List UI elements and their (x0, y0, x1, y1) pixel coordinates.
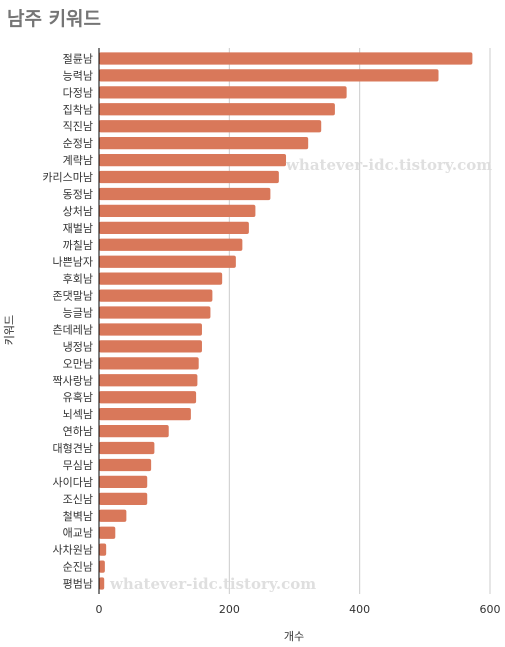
bar (99, 408, 191, 421)
y-tick-label: 조신남 (63, 493, 93, 506)
y-tick-label: 계략남 (63, 154, 93, 167)
bar (99, 526, 116, 539)
bar (99, 492, 148, 505)
y-tick-label: 오만남 (63, 357, 93, 370)
y-tick-label: 연하남 (63, 424, 93, 438)
watermark-2: whatever-idc.tistory.com (109, 575, 316, 593)
y-tick-label: 상처남 (63, 205, 93, 218)
bar (99, 424, 169, 438)
y-tick-label: 애교남 (63, 527, 93, 540)
bar (99, 560, 105, 573)
bar (99, 187, 271, 201)
bar (99, 255, 236, 268)
y-tick-label: 까칠남 (63, 239, 93, 252)
bar (99, 153, 287, 167)
bar (99, 458, 152, 472)
y-axis-title: 키워드 (3, 315, 16, 345)
y-tick-label: 재벌남 (63, 222, 93, 235)
x-tick-label: 400 (349, 603, 370, 616)
x-tick-label: 600 (480, 603, 501, 616)
bar (99, 357, 199, 370)
bar (99, 86, 347, 99)
y-tick-label: 순진남 (63, 561, 93, 574)
y-tick-label: 평범남 (63, 578, 93, 591)
watermark-1: whatever-idc.tistory.com (285, 156, 492, 174)
y-tick-label: 다정남 (63, 86, 93, 99)
y-tick-label: 냉정남 (63, 340, 93, 353)
x-tick-label: 0 (96, 603, 103, 616)
bar (99, 238, 243, 251)
bar (99, 272, 223, 285)
bar (99, 323, 202, 336)
bar (99, 391, 197, 404)
bar (99, 170, 279, 184)
y-tick-label: 능글남 (63, 307, 93, 320)
bars (99, 52, 473, 590)
x-axis-title: 개수 (284, 630, 304, 643)
bar (99, 306, 211, 319)
y-tick-label: 집착남 (63, 103, 93, 116)
y-tick-label: 동정남 (63, 188, 93, 201)
bar (99, 374, 198, 387)
bar (99, 340, 202, 353)
bar (99, 221, 249, 234)
y-tick-label: 직진남 (63, 120, 93, 133)
y-tick-label: 철벽남 (63, 510, 93, 523)
y-tick-label: 유혹남 (63, 390, 93, 404)
chart-title: 남주 키워드 (7, 8, 102, 30)
bar (99, 289, 213, 302)
y-tick-label: 능력남 (63, 69, 93, 82)
bar (99, 52, 473, 65)
y-tick-label: 무심남 (63, 459, 93, 472)
y-tick-label: 존댓말남 (53, 290, 93, 303)
y-tick-label: 츤데레남 (53, 323, 93, 336)
bar (99, 204, 256, 218)
bar (99, 475, 148, 489)
bar (99, 137, 309, 150)
y-tick-label: 카리스마남 (42, 171, 93, 184)
y-tick-label: 대형견남 (53, 442, 93, 455)
bar (99, 120, 322, 133)
y-tick-label: 순정남 (63, 137, 93, 150)
y-tick-label: 절륜남 (63, 52, 93, 65)
y-tick-label: 짝사랑남 (53, 374, 93, 387)
bar (99, 103, 335, 116)
bar (99, 441, 155, 455)
x-tick-label: 200 (219, 603, 240, 616)
y-tick-label: 나쁜남자 (53, 256, 93, 269)
bar (99, 509, 127, 522)
bar (99, 543, 107, 556)
y-tick-labels: 절륜남능력남다정남집착남직진남순정남계략남카리스마남동정남상처남재벌남까칠남나쁜… (42, 52, 93, 590)
bar (99, 577, 105, 590)
y-tick-label: 뇌섹남 (63, 408, 93, 421)
y-tick-label: 사이다남 (53, 476, 93, 489)
x-tick-labels: 0 200 400 600 (96, 603, 501, 616)
y-tick-label: 후회남 (63, 273, 93, 286)
y-tick-label: 사차원남 (53, 544, 93, 557)
bar (99, 69, 439, 82)
